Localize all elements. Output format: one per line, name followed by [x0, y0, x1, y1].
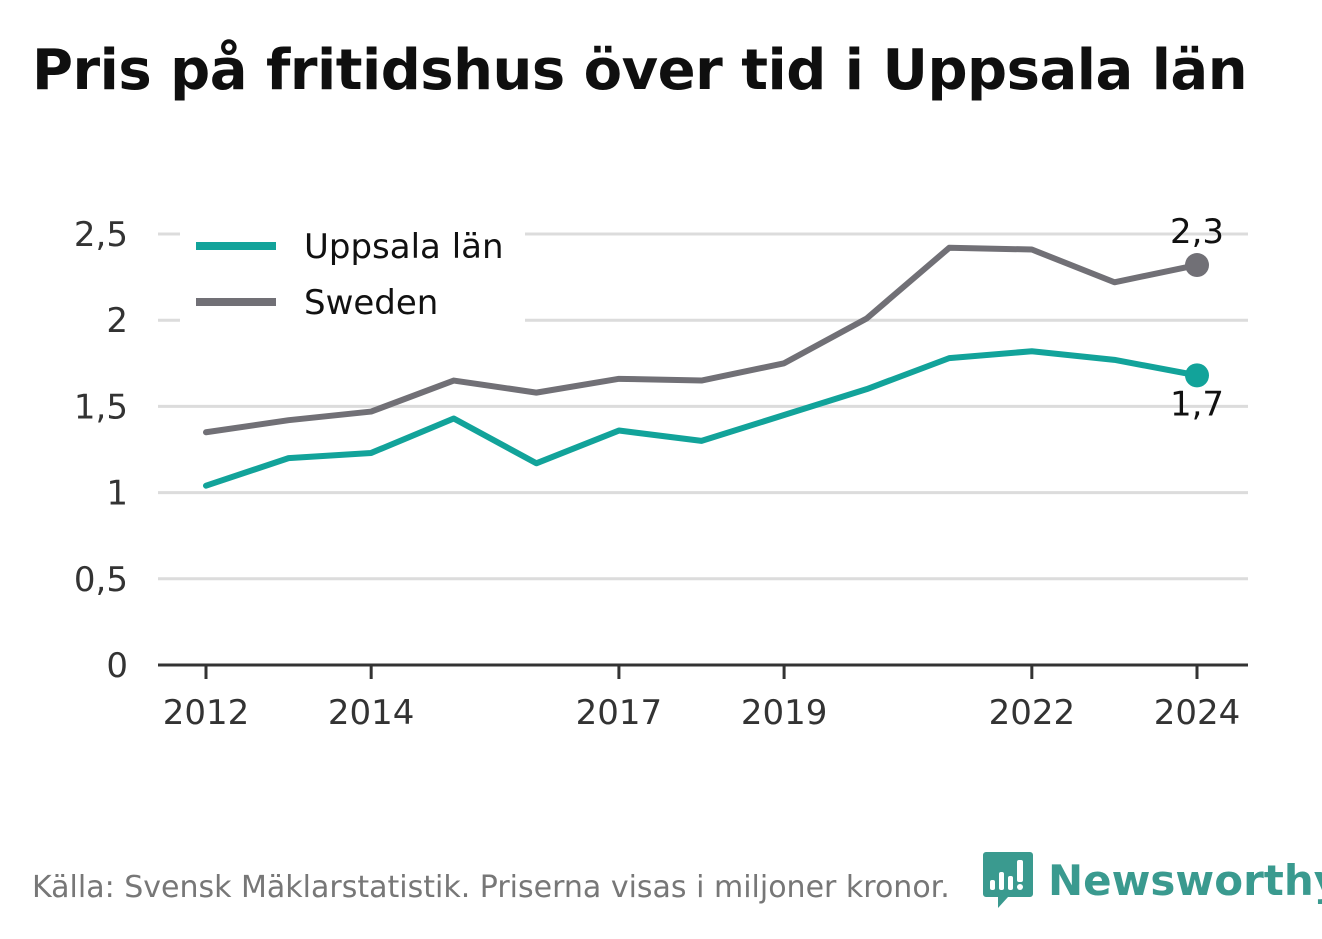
brand-logo[interactable]: Newsworthy	[982, 850, 1322, 910]
x-tick-label: 2019	[741, 693, 828, 733]
series-line	[203, 244, 1200, 436]
series-end-point	[1185, 253, 1209, 278]
source-note: Källa: Svensk Mäklarstatistik. Priserna …	[32, 870, 950, 905]
end-value-label: 1,7	[1170, 384, 1224, 424]
line-chart: 0 0,5 1 1,5 2 2,5 2012 2014 2017 2019 2022 2024 Up…	[74, 212, 1248, 733]
end-value-label: 2,3	[1170, 212, 1224, 252]
x-tick-label: 2017	[576, 693, 663, 733]
series-lines	[203, 244, 1209, 489]
legend: Uppsala län Sweden	[180, 218, 525, 326]
series-line	[203, 348, 1200, 489]
y-axis-ticks: 0 0,5 1 1,5 2 2,5	[74, 215, 128, 686]
y-tick-label: 1	[106, 474, 128, 514]
gridlines	[158, 232, 1248, 667]
end-labels: 2,3 1,7	[1170, 212, 1224, 424]
legend-label: Sweden	[304, 283, 438, 323]
y-tick-label: 0	[106, 646, 128, 686]
y-tick-label: 2	[106, 301, 128, 341]
chart-title: Pris på fritidshus över tid i Uppsala lä…	[32, 38, 1248, 103]
series-end-point	[1185, 363, 1209, 388]
y-tick-label: 2,5	[74, 215, 128, 255]
x-tick-label: 2024	[1154, 693, 1241, 733]
newsworthy-logo-icon	[983, 852, 1033, 908]
x-tick-label: 2022	[989, 693, 1076, 733]
legend-background	[180, 218, 525, 326]
x-tick-label: 2012	[163, 693, 250, 733]
y-tick-label: 1,5	[74, 387, 128, 427]
brand-name: Newsworthy	[1048, 855, 1322, 905]
legend-label: Uppsala län	[304, 227, 504, 267]
y-tick-label: 0,5	[74, 560, 128, 600]
x-axis-ticks: 2012 2014 2017 2019 2022 2024	[163, 665, 1241, 733]
x-tick-label: 2014	[328, 693, 415, 733]
